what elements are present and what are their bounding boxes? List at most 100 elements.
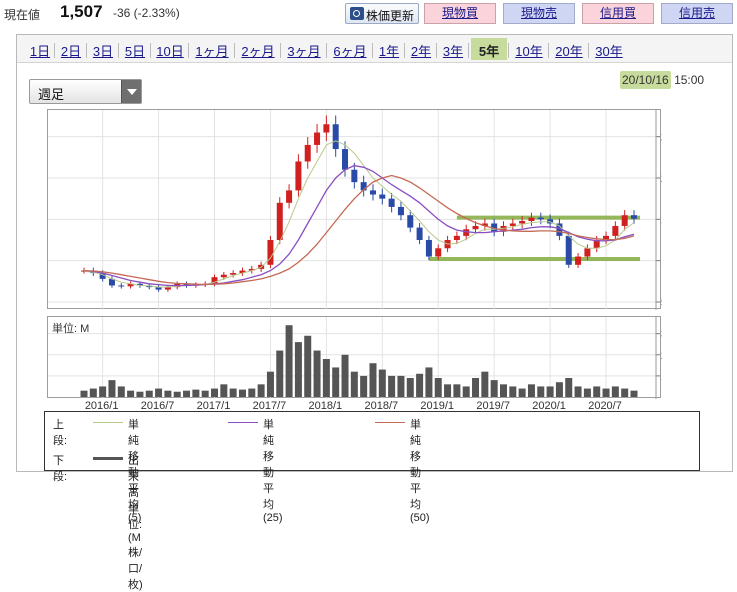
price-chart-panel: 2,500 2,000 1,500 1,000 500 (47, 109, 689, 310)
range-tab-6[interactable]: 2ヶ月 (241, 44, 275, 59)
current-price-label: 現在値 (4, 8, 41, 22)
volume-bar (155, 388, 163, 397)
tab-separator (404, 43, 405, 58)
candle-body (472, 225, 479, 230)
price-ytick-label: 2,500 (661, 132, 662, 144)
range-tab-8[interactable]: 6ヶ月 (333, 44, 367, 59)
candle-body (509, 223, 516, 226)
legend-bottom-label: 下段: (53, 455, 68, 483)
tab-separator (436, 43, 437, 58)
cash-sell-button[interactable]: 現物売 (503, 3, 575, 24)
volume-bar (472, 378, 480, 397)
candle-body (388, 198, 395, 207)
volume-unit-label: 単位: M (52, 323, 90, 335)
moving-average-line-2 (83, 174, 635, 286)
volume-bar (444, 384, 452, 397)
range-tab-13[interactable]: 10年 (515, 44, 543, 59)
legend-ma5-line (93, 422, 123, 423)
volume-bar (304, 335, 312, 397)
candle-body (230, 273, 237, 275)
volume-bar (183, 390, 191, 397)
range-tab-15[interactable]: 30年 (595, 44, 623, 59)
candle-body (407, 215, 414, 228)
volume-bar (117, 386, 125, 397)
chart-frame: 1日 2日 3日 5日 10日 1ヶ月 2ヶ月 3ヶ月 6ヶ月 1年 2年 3年 5年 10年 20年 30年… (16, 34, 733, 591)
volume-bar (602, 388, 610, 397)
update-price-label: 株価更新 (366, 9, 415, 23)
candle-body (239, 270, 246, 274)
candle-body (108, 278, 115, 286)
volume-bar (397, 375, 405, 397)
period-select[interactable]: 週足 (29, 79, 142, 104)
volume-bar (518, 388, 526, 397)
range-tab-2[interactable]: 3日 (92, 44, 114, 59)
chevron-down-icon[interactable] (121, 80, 141, 103)
range-tab-12[interactable]: 5年 (471, 38, 507, 60)
x-tick-label: 2020/7 (588, 400, 622, 412)
volume-bar (313, 350, 321, 397)
range-tab-14[interactable]: 20年 (555, 44, 583, 59)
volume-bar (630, 390, 638, 397)
tab-separator (188, 43, 189, 58)
candle-body (584, 248, 591, 257)
x-tick-label: 2020/1 (532, 400, 566, 412)
quote-bar: 現在値 1,507 -36 (-2.33%) 株価更新 現物買 現物売 信用買 … (0, 0, 737, 28)
volume-bar (332, 367, 340, 397)
candle-body (248, 268, 255, 271)
candle-body (565, 235, 572, 265)
candle-body (118, 285, 125, 287)
range-tab-4[interactable]: 10日 (156, 44, 184, 59)
tab-separator (150, 43, 151, 58)
candle-body (155, 287, 162, 290)
volume-bar (499, 384, 507, 397)
range-tab-5[interactable]: 1ヶ月 (195, 44, 229, 59)
candle-body (323, 124, 330, 133)
margin-buy-button[interactable]: 信用買 (582, 3, 654, 24)
legend-volume: 出来高 単位:(M株/口/枚) (128, 455, 143, 591)
candle-body (164, 287, 171, 290)
candle-body (491, 223, 498, 232)
price-ytick-label: 1,500 (661, 214, 662, 226)
price-chart: 2,500 2,000 1,500 1,000 500 (48, 110, 689, 310)
candle-body (397, 206, 404, 216)
range-tab-1[interactable]: 2日 (60, 44, 82, 59)
chart-legend: 上段: 単純移動平均(5) 単純移動平均(25) 単純移動平均(50) 下段: … (44, 411, 700, 591)
legend-volume-line (93, 457, 123, 460)
timestamp: 20/10/16 15:00 (620, 71, 704, 89)
x-tick-label: 2019/7 (476, 400, 510, 412)
volume-bar (453, 384, 461, 397)
cash-buy-button[interactable]: 現物買 (424, 3, 496, 24)
candle-body (556, 223, 563, 236)
range-tab-3[interactable]: 5日 (124, 44, 146, 59)
volume-bar (173, 391, 181, 397)
volume-bar (425, 367, 433, 397)
candle-body (528, 217, 535, 221)
margin-sell-button[interactable]: 信用売 (661, 3, 733, 24)
range-tab-10[interactable]: 2年 (410, 44, 432, 59)
candle-body (612, 225, 619, 236)
update-price-button[interactable]: 株価更新 (345, 3, 419, 24)
volume-bar (164, 390, 172, 397)
volume-bar (527, 384, 535, 397)
candle-body (463, 229, 470, 236)
candle-body (631, 215, 637, 219)
volume-bar (593, 386, 601, 397)
volume-bar (490, 380, 498, 397)
volume-bar (565, 378, 573, 397)
candle-body (453, 235, 460, 240)
tab-separator (372, 43, 373, 58)
range-tab-7[interactable]: 3ヶ月 (287, 44, 321, 59)
range-tab-9[interactable]: 1年 (378, 44, 400, 59)
range-tab-0[interactable]: 1日 (29, 44, 51, 59)
volume-bar (378, 369, 386, 397)
candle-body (314, 132, 321, 145)
tab-separator (468, 43, 469, 58)
tab-separator (54, 43, 55, 58)
x-axis: 2016/1 2016/7 2017/1 2017/7 2018/1 2018/7 2019… (85, 400, 622, 412)
tab-separator (508, 43, 509, 58)
range-tab-11[interactable]: 3年 (442, 44, 464, 59)
tab-separator (588, 43, 589, 58)
volume-bar (80, 390, 88, 397)
moving-average-line-0 (83, 140, 635, 288)
candle-body (332, 124, 339, 150)
